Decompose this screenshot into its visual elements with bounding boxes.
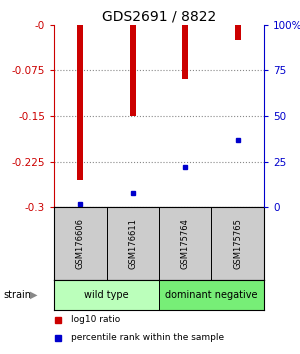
Bar <box>159 207 211 280</box>
Text: GSM176606: GSM176606 <box>76 218 85 269</box>
Title: GDS2691 / 8822: GDS2691 / 8822 <box>102 10 216 24</box>
Bar <box>212 207 264 280</box>
Bar <box>130 25 136 116</box>
Bar <box>159 280 264 310</box>
Text: dominant negative: dominant negative <box>165 290 258 300</box>
Text: ▶: ▶ <box>30 290 38 300</box>
Bar <box>235 25 241 40</box>
Text: log10 ratio: log10 ratio <box>71 315 120 324</box>
Text: percentile rank within the sample: percentile rank within the sample <box>71 333 224 342</box>
Bar <box>182 25 188 80</box>
Bar <box>54 207 106 280</box>
Text: strain: strain <box>3 290 31 300</box>
Bar <box>54 280 159 310</box>
Text: GSM175764: GSM175764 <box>181 218 190 269</box>
Bar <box>77 25 83 180</box>
Bar <box>106 207 159 280</box>
Text: GSM176611: GSM176611 <box>128 218 137 269</box>
Text: wild type: wild type <box>84 290 129 300</box>
Text: GSM175765: GSM175765 <box>233 218 242 269</box>
